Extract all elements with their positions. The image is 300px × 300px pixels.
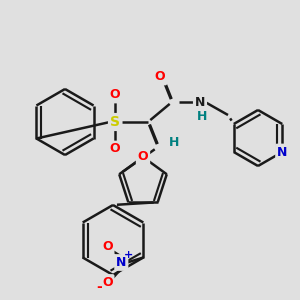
Text: H: H (197, 110, 207, 122)
Text: N: N (116, 256, 127, 269)
Text: -: - (96, 280, 102, 295)
Text: S: S (110, 115, 120, 129)
Text: N: N (277, 146, 287, 158)
Text: O: O (155, 70, 165, 83)
Text: O: O (102, 240, 112, 253)
Text: N: N (195, 95, 205, 109)
Text: O: O (138, 151, 148, 164)
Text: O: O (110, 142, 120, 155)
Text: O: O (102, 276, 112, 289)
Text: O: O (110, 88, 120, 101)
Text: H: H (169, 136, 179, 148)
Text: +: + (124, 250, 133, 260)
